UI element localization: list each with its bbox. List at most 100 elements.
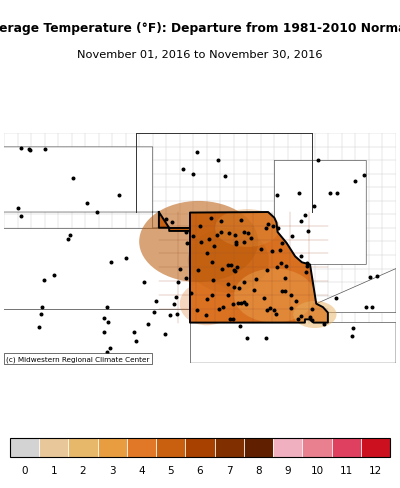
- Point: [183, 239, 190, 247]
- Bar: [10, 438, 390, 457]
- Text: 7: 7: [226, 466, 232, 475]
- Text: 12: 12: [369, 466, 382, 475]
- Point: [211, 243, 218, 251]
- Point: [209, 291, 215, 299]
- Point: [298, 252, 304, 260]
- Point: [183, 274, 189, 282]
- Point: [278, 260, 285, 267]
- Polygon shape: [159, 213, 328, 323]
- Text: 3: 3: [109, 466, 116, 475]
- Point: [210, 277, 216, 285]
- Point: [241, 239, 247, 246]
- Point: [214, 231, 220, 239]
- Point: [273, 311, 280, 319]
- Point: [222, 173, 228, 181]
- Point: [14, 204, 21, 212]
- Point: [367, 274, 373, 282]
- Text: 10: 10: [310, 466, 324, 475]
- Point: [104, 304, 110, 311]
- Ellipse shape: [180, 283, 234, 325]
- Point: [145, 321, 152, 329]
- Text: 2: 2: [80, 466, 86, 475]
- Text: 1: 1: [50, 466, 57, 475]
- Point: [65, 236, 71, 244]
- Point: [225, 291, 231, 299]
- Point: [236, 285, 242, 293]
- Point: [67, 232, 74, 240]
- Polygon shape: [316, 269, 396, 313]
- Point: [101, 328, 108, 336]
- Point: [282, 263, 289, 271]
- Point: [198, 239, 204, 246]
- Point: [36, 324, 42, 332]
- Text: 9: 9: [284, 466, 291, 475]
- Point: [282, 287, 288, 295]
- Point: [180, 165, 186, 173]
- Ellipse shape: [234, 269, 315, 323]
- Point: [277, 246, 284, 254]
- Point: [203, 311, 209, 319]
- Point: [108, 258, 114, 266]
- Point: [374, 272, 380, 280]
- Point: [162, 330, 169, 338]
- Point: [363, 304, 370, 311]
- Bar: [361, 438, 390, 457]
- Bar: [273, 438, 302, 457]
- Point: [270, 306, 277, 314]
- Point: [264, 307, 270, 315]
- Point: [327, 189, 334, 197]
- Point: [228, 261, 234, 269]
- Point: [234, 263, 240, 271]
- Point: [274, 192, 280, 200]
- Text: Average Temperature (°F): Departure from 1981-2010 Normals: Average Temperature (°F): Departure from…: [0, 22, 400, 35]
- Point: [321, 321, 327, 328]
- Ellipse shape: [139, 202, 258, 283]
- Point: [38, 310, 44, 318]
- Point: [225, 280, 231, 288]
- Polygon shape: [190, 320, 396, 364]
- Point: [298, 218, 305, 225]
- Point: [18, 213, 24, 221]
- Point: [304, 260, 311, 267]
- Point: [131, 328, 137, 336]
- Point: [241, 299, 247, 306]
- Text: (c) Midwestern Regional Climate Center: (c) Midwestern Regional Climate Center: [6, 356, 150, 362]
- Bar: [98, 438, 127, 457]
- Point: [306, 313, 313, 321]
- Bar: [215, 438, 244, 457]
- Point: [230, 266, 237, 274]
- Polygon shape: [0, 147, 159, 228]
- Point: [352, 177, 359, 185]
- Point: [218, 229, 224, 237]
- Point: [190, 233, 196, 241]
- Polygon shape: [0, 228, 190, 310]
- Point: [231, 283, 238, 291]
- Polygon shape: [0, 309, 190, 364]
- Point: [226, 229, 232, 237]
- Point: [104, 348, 110, 356]
- Point: [268, 247, 275, 255]
- Ellipse shape: [215, 210, 280, 247]
- Point: [204, 296, 210, 304]
- Point: [241, 228, 247, 236]
- Point: [308, 305, 315, 313]
- Point: [369, 303, 376, 311]
- Point: [27, 147, 34, 155]
- Bar: [10, 438, 39, 457]
- Bar: [39, 438, 68, 457]
- Point: [264, 220, 271, 228]
- Point: [257, 245, 264, 253]
- Point: [298, 312, 304, 320]
- Point: [204, 249, 210, 257]
- Point: [262, 334, 269, 342]
- Point: [163, 216, 170, 224]
- Point: [50, 272, 57, 280]
- Point: [150, 308, 157, 316]
- Point: [232, 231, 238, 239]
- Point: [167, 311, 173, 319]
- Point: [230, 301, 236, 308]
- Point: [226, 315, 233, 323]
- Point: [206, 236, 212, 244]
- Text: 6: 6: [197, 466, 203, 475]
- Point: [252, 275, 259, 283]
